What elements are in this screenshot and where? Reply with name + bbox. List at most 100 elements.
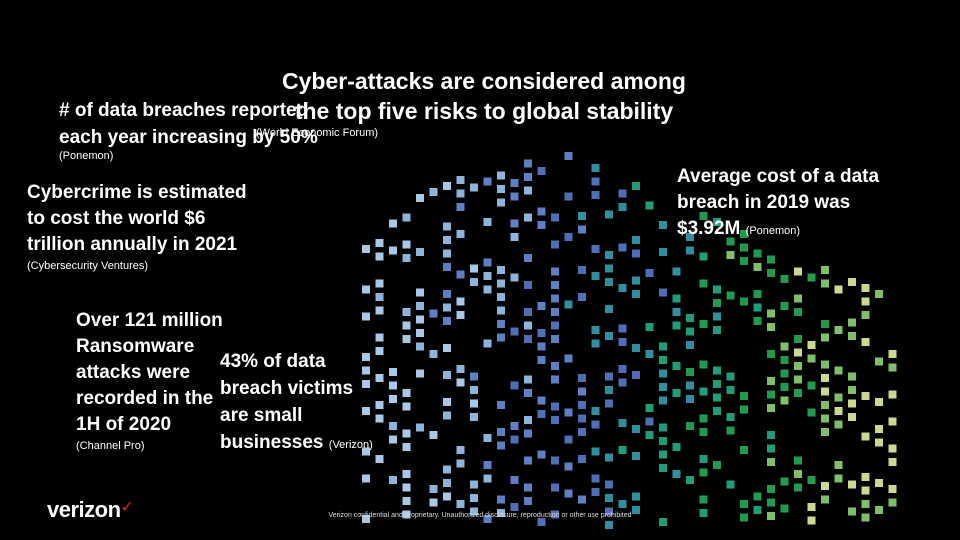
decorative-dot <box>591 488 600 496</box>
decorative-dot <box>875 479 883 487</box>
decorative-dot <box>375 279 384 288</box>
decorative-dot <box>821 360 829 369</box>
decorative-dot <box>551 267 559 276</box>
decorative-dot <box>645 431 654 439</box>
decorative-dot <box>456 270 465 279</box>
decorative-dot <box>456 500 465 508</box>
decorative-dot <box>726 291 735 300</box>
decorative-dot <box>537 342 546 351</box>
decorative-dot <box>389 435 397 444</box>
decorative-dot <box>402 429 411 438</box>
decorative-dot <box>672 443 681 451</box>
decorative-dot <box>497 509 505 517</box>
decorative-dot <box>497 171 505 180</box>
decorative-dot <box>659 342 667 351</box>
decorative-dot <box>470 494 478 502</box>
decorative-dot <box>713 218 721 226</box>
decorative-dot <box>740 446 748 454</box>
decorative-dot <box>753 506 762 514</box>
decorative-dot <box>551 456 559 465</box>
decorative-dot <box>686 233 694 241</box>
decorative-dot <box>564 462 573 471</box>
decorative-dot <box>861 311 870 319</box>
decorative-dot <box>848 480 856 489</box>
decorative-dot <box>537 221 546 229</box>
decorative-dot <box>605 386 613 394</box>
decorative-dot <box>524 416 532 424</box>
decorative-dot <box>578 401 586 409</box>
decorative-dot <box>821 482 829 490</box>
decorative-dot <box>632 452 640 460</box>
decorative-dot <box>713 312 721 321</box>
decorative-dot <box>443 479 451 487</box>
decorative-dot <box>429 485 438 493</box>
decorative-dot <box>456 378 465 387</box>
decorative-dot <box>807 503 816 511</box>
decorative-dot <box>429 188 438 196</box>
decorative-dot <box>551 281 559 289</box>
stat-small-business: 43% of data breach victims are small bus… <box>220 351 373 453</box>
decorative-dot <box>645 350 654 358</box>
decorative-dot <box>794 470 802 478</box>
decorative-dot <box>740 513 748 522</box>
decorative-dot <box>389 381 397 390</box>
decorative-dot <box>794 294 802 303</box>
decorative-dot <box>699 509 708 517</box>
decorative-dot <box>672 294 681 303</box>
decorative-dot <box>416 315 424 324</box>
decorative-dot <box>591 474 600 483</box>
decorative-dot <box>551 321 559 330</box>
decorative-dot <box>686 422 694 430</box>
smb-source: (Verizon) <box>328 439 373 451</box>
decorative-dot <box>767 431 775 439</box>
decorative-dot <box>443 263 451 271</box>
decorative-dot <box>402 402 411 411</box>
decorative-dot <box>443 290 451 298</box>
decorative-dot <box>767 255 775 264</box>
decorative-dot <box>807 408 816 417</box>
decorative-dot <box>375 293 384 301</box>
decorative-dot <box>659 383 667 391</box>
decorative-dot <box>645 269 654 277</box>
decorative-dot <box>429 350 438 358</box>
decorative-dot <box>645 323 654 331</box>
decorative-dot <box>605 507 613 516</box>
decorative-dot <box>510 435 519 444</box>
decorative-dot <box>686 395 694 403</box>
decorative-dot <box>524 335 532 343</box>
decorative-dot <box>416 248 424 256</box>
decorative-dot <box>443 465 451 474</box>
decorative-dot <box>483 474 492 483</box>
decorative-dot <box>402 443 411 451</box>
cybercrime-source: (Cybersecurity Ventures) <box>27 260 149 272</box>
decorative-dot <box>834 474 843 483</box>
decorative-dot <box>740 405 748 414</box>
decorative-dot <box>551 483 559 492</box>
decorative-dot <box>524 497 532 505</box>
decorative-dot <box>564 354 573 363</box>
decorative-dot <box>605 521 613 529</box>
decorative-dot <box>807 354 816 363</box>
decorative-dot <box>861 473 870 481</box>
decorative-dot <box>618 419 627 427</box>
decorative-dot <box>375 347 384 355</box>
decorative-dot <box>483 272 492 280</box>
decorative-dot <box>807 273 816 282</box>
decorative-dot <box>483 461 492 469</box>
decorative-dot <box>861 513 870 522</box>
decorative-dot <box>578 374 586 382</box>
decorative-dot <box>456 365 465 373</box>
decorative-dot <box>375 401 384 409</box>
decorative-dot <box>389 476 397 484</box>
decorative-dot <box>632 506 640 514</box>
decorative-dot <box>848 372 856 381</box>
decorative-dot <box>780 275 789 283</box>
decorative-dot <box>483 285 492 294</box>
decorative-dot <box>740 297 748 306</box>
decorative-dot <box>780 504 789 513</box>
decorative-dot <box>537 518 546 526</box>
decorative-dot <box>510 273 519 282</box>
decorative-dot <box>605 453 613 462</box>
decorative-dot <box>848 386 856 394</box>
decorative-dot <box>524 173 532 181</box>
